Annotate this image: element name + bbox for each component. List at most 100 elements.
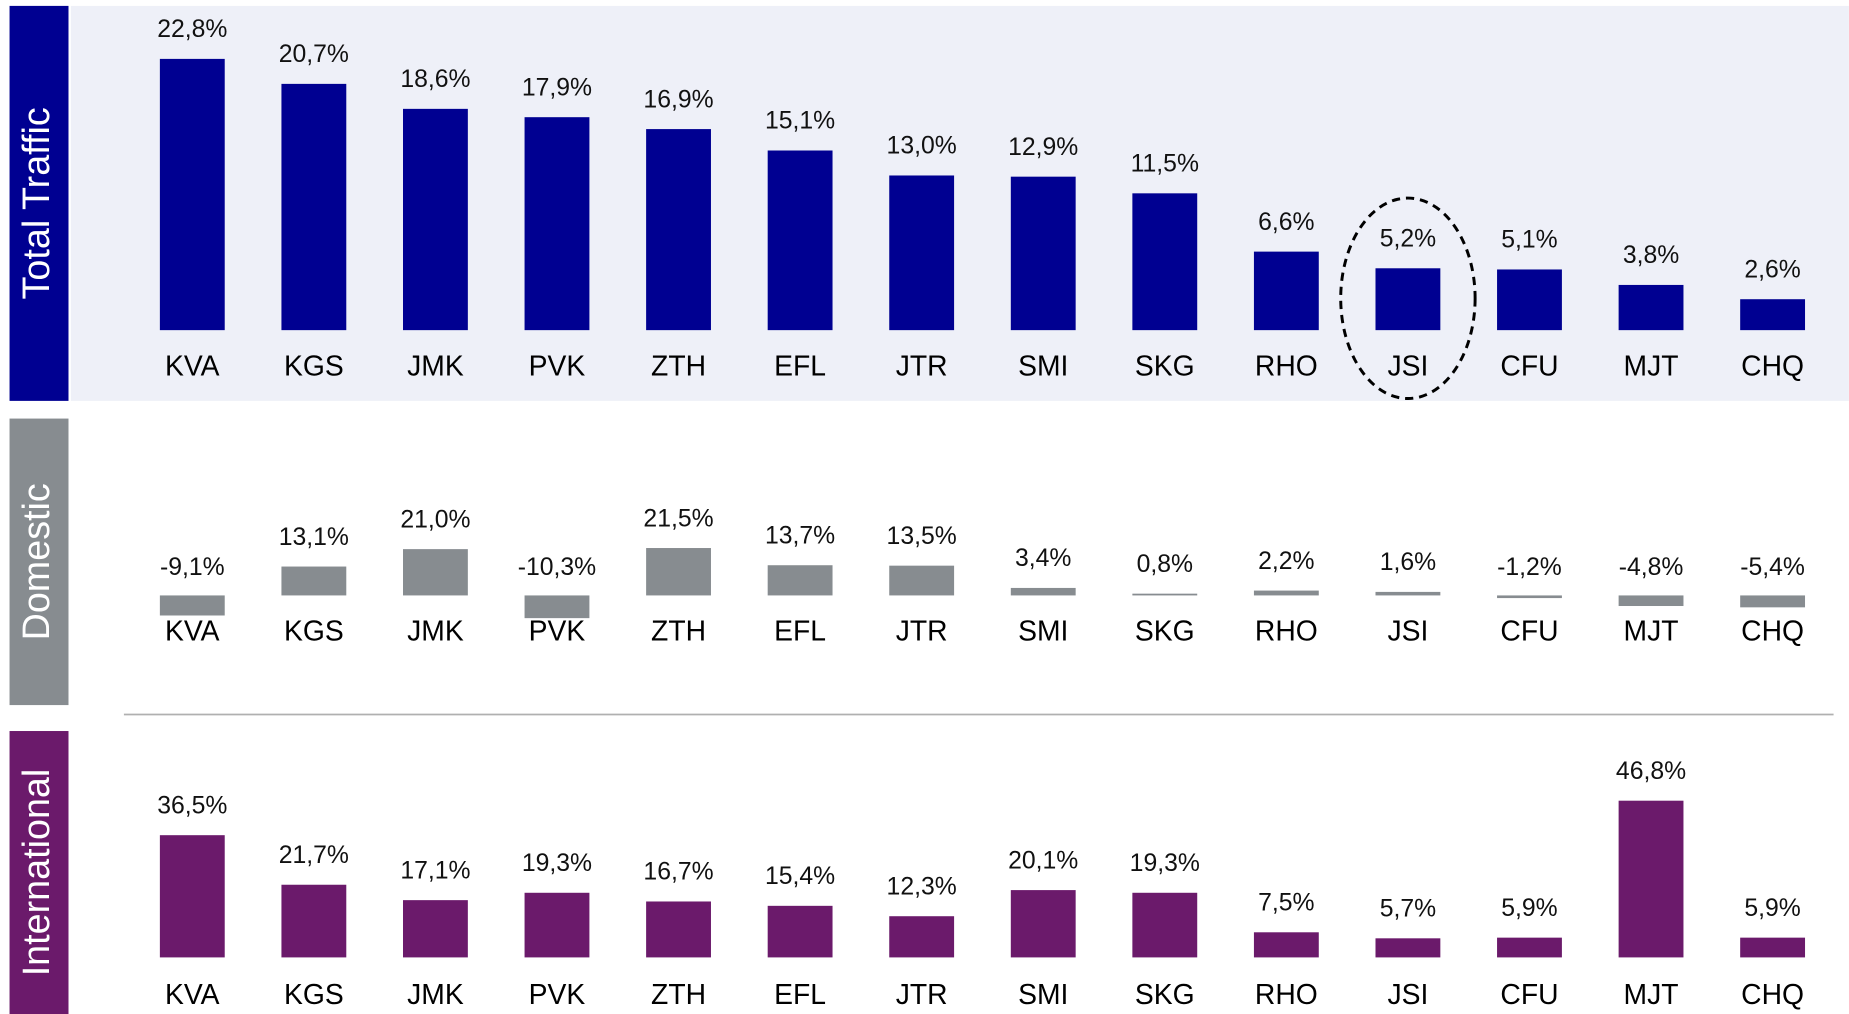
x-tick-label: KVA [165,349,220,381]
x-tick-label: SMI [1018,349,1068,381]
x-tick-label: CFU [1500,615,1558,647]
data-label: -5,4% [1740,554,1805,581]
bar [1253,932,1319,958]
x-tick-label: KGS [284,349,344,381]
x-tick-label: CFU [1500,978,1558,1010]
data-label: 13,1% [279,524,349,551]
panel-band [9,418,69,706]
x-tick-label: PVK [529,978,586,1010]
x-tick-label: SKG [1135,615,1195,647]
bar [1253,251,1319,331]
x-tick-label: MJT [1624,349,1679,381]
bar [402,549,468,596]
bar [1497,937,1562,958]
data-label: 15,4% [765,863,835,890]
bar [1010,890,1076,958]
x-tick-label: EFL [774,349,826,381]
data-label: 16,9% [643,86,713,113]
panel-title: Domestic [15,483,57,640]
bar [767,565,833,596]
data-label: 3,4% [1015,545,1071,572]
bar [159,58,225,331]
data-label: 15,1% [765,108,835,135]
bar [767,905,833,958]
panel-background [70,5,1849,401]
data-label: 12,3% [887,873,957,900]
bar [889,565,955,596]
bar [1375,268,1441,331]
bar [159,595,225,616]
x-tick-label: EFL [774,978,826,1010]
x-tick-label: JMK [407,978,464,1010]
bar [1010,587,1076,596]
x-tick-label: JTR [896,978,948,1010]
x-tick-label: MJT [1624,978,1679,1010]
data-label: 13,5% [887,523,957,550]
bar [1497,595,1562,599]
data-label: 22,8% [157,16,227,43]
x-tick-label: KVA [165,978,220,1010]
x-tick-label: SMI [1018,978,1068,1010]
data-label: 5,1% [1501,227,1557,254]
bar [1618,800,1684,958]
data-label: 19,3% [1130,850,1200,877]
data-label: 6,6% [1258,209,1314,236]
data-label: 20,1% [1008,847,1078,874]
data-label: 21,0% [400,506,470,533]
bar [767,150,833,331]
bar [524,892,590,958]
bar [1618,595,1684,607]
data-label: 3,8% [1623,242,1679,269]
bar [1740,299,1806,331]
x-tick-label: JTR [896,349,948,381]
bar [402,108,468,331]
x-tick-label: JMK [407,615,464,647]
x-tick-label: MJT [1624,615,1679,647]
x-tick-label: RHO [1255,349,1318,381]
data-label: 13,7% [765,522,835,549]
bar [159,835,225,958]
data-label: 18,6% [400,66,470,93]
x-tick-label: CHQ [1741,978,1804,1010]
bar [281,884,347,958]
x-tick-label: ZTH [651,615,706,647]
data-label: 5,9% [1501,895,1557,922]
bar [1253,590,1319,596]
x-tick-label: KGS [284,615,344,647]
data-label: 16,7% [643,859,713,886]
data-label: 5,9% [1744,895,1800,922]
bar [1497,269,1562,331]
bar [1740,595,1806,608]
x-tick-label: SKG [1135,978,1195,1010]
x-tick-label: CFU [1500,349,1558,381]
bar [1010,176,1076,331]
panel-title: Total Traffic [15,107,57,299]
bar [1132,193,1198,331]
bar [281,566,347,596]
data-label: 12,9% [1008,134,1078,161]
data-label: 17,9% [522,74,592,101]
bar [646,901,711,958]
x-tick-label: KGS [284,978,344,1010]
bar [889,175,955,331]
bar [1740,937,1806,958]
data-label: -10,3% [518,554,596,581]
x-tick-label: KVA [165,615,220,647]
x-tick-label: JSI [1387,615,1428,647]
bar [1375,938,1441,958]
data-label: 7,5% [1258,890,1314,917]
x-tick-label: ZTH [651,978,706,1010]
bar [524,117,590,331]
data-label: 11,5% [1131,151,1199,178]
x-tick-label: JSI [1387,349,1428,381]
data-label: 2,6% [1744,256,1800,283]
x-tick-label: ZTH [651,349,706,381]
panel-band [9,5,69,401]
x-tick-label: PVK [529,615,586,647]
data-label: 46,8% [1616,758,1686,785]
data-label: 20,7% [279,41,349,68]
bar [1132,593,1198,596]
bar [402,900,468,958]
x-tick-label: JSI [1387,978,1428,1010]
